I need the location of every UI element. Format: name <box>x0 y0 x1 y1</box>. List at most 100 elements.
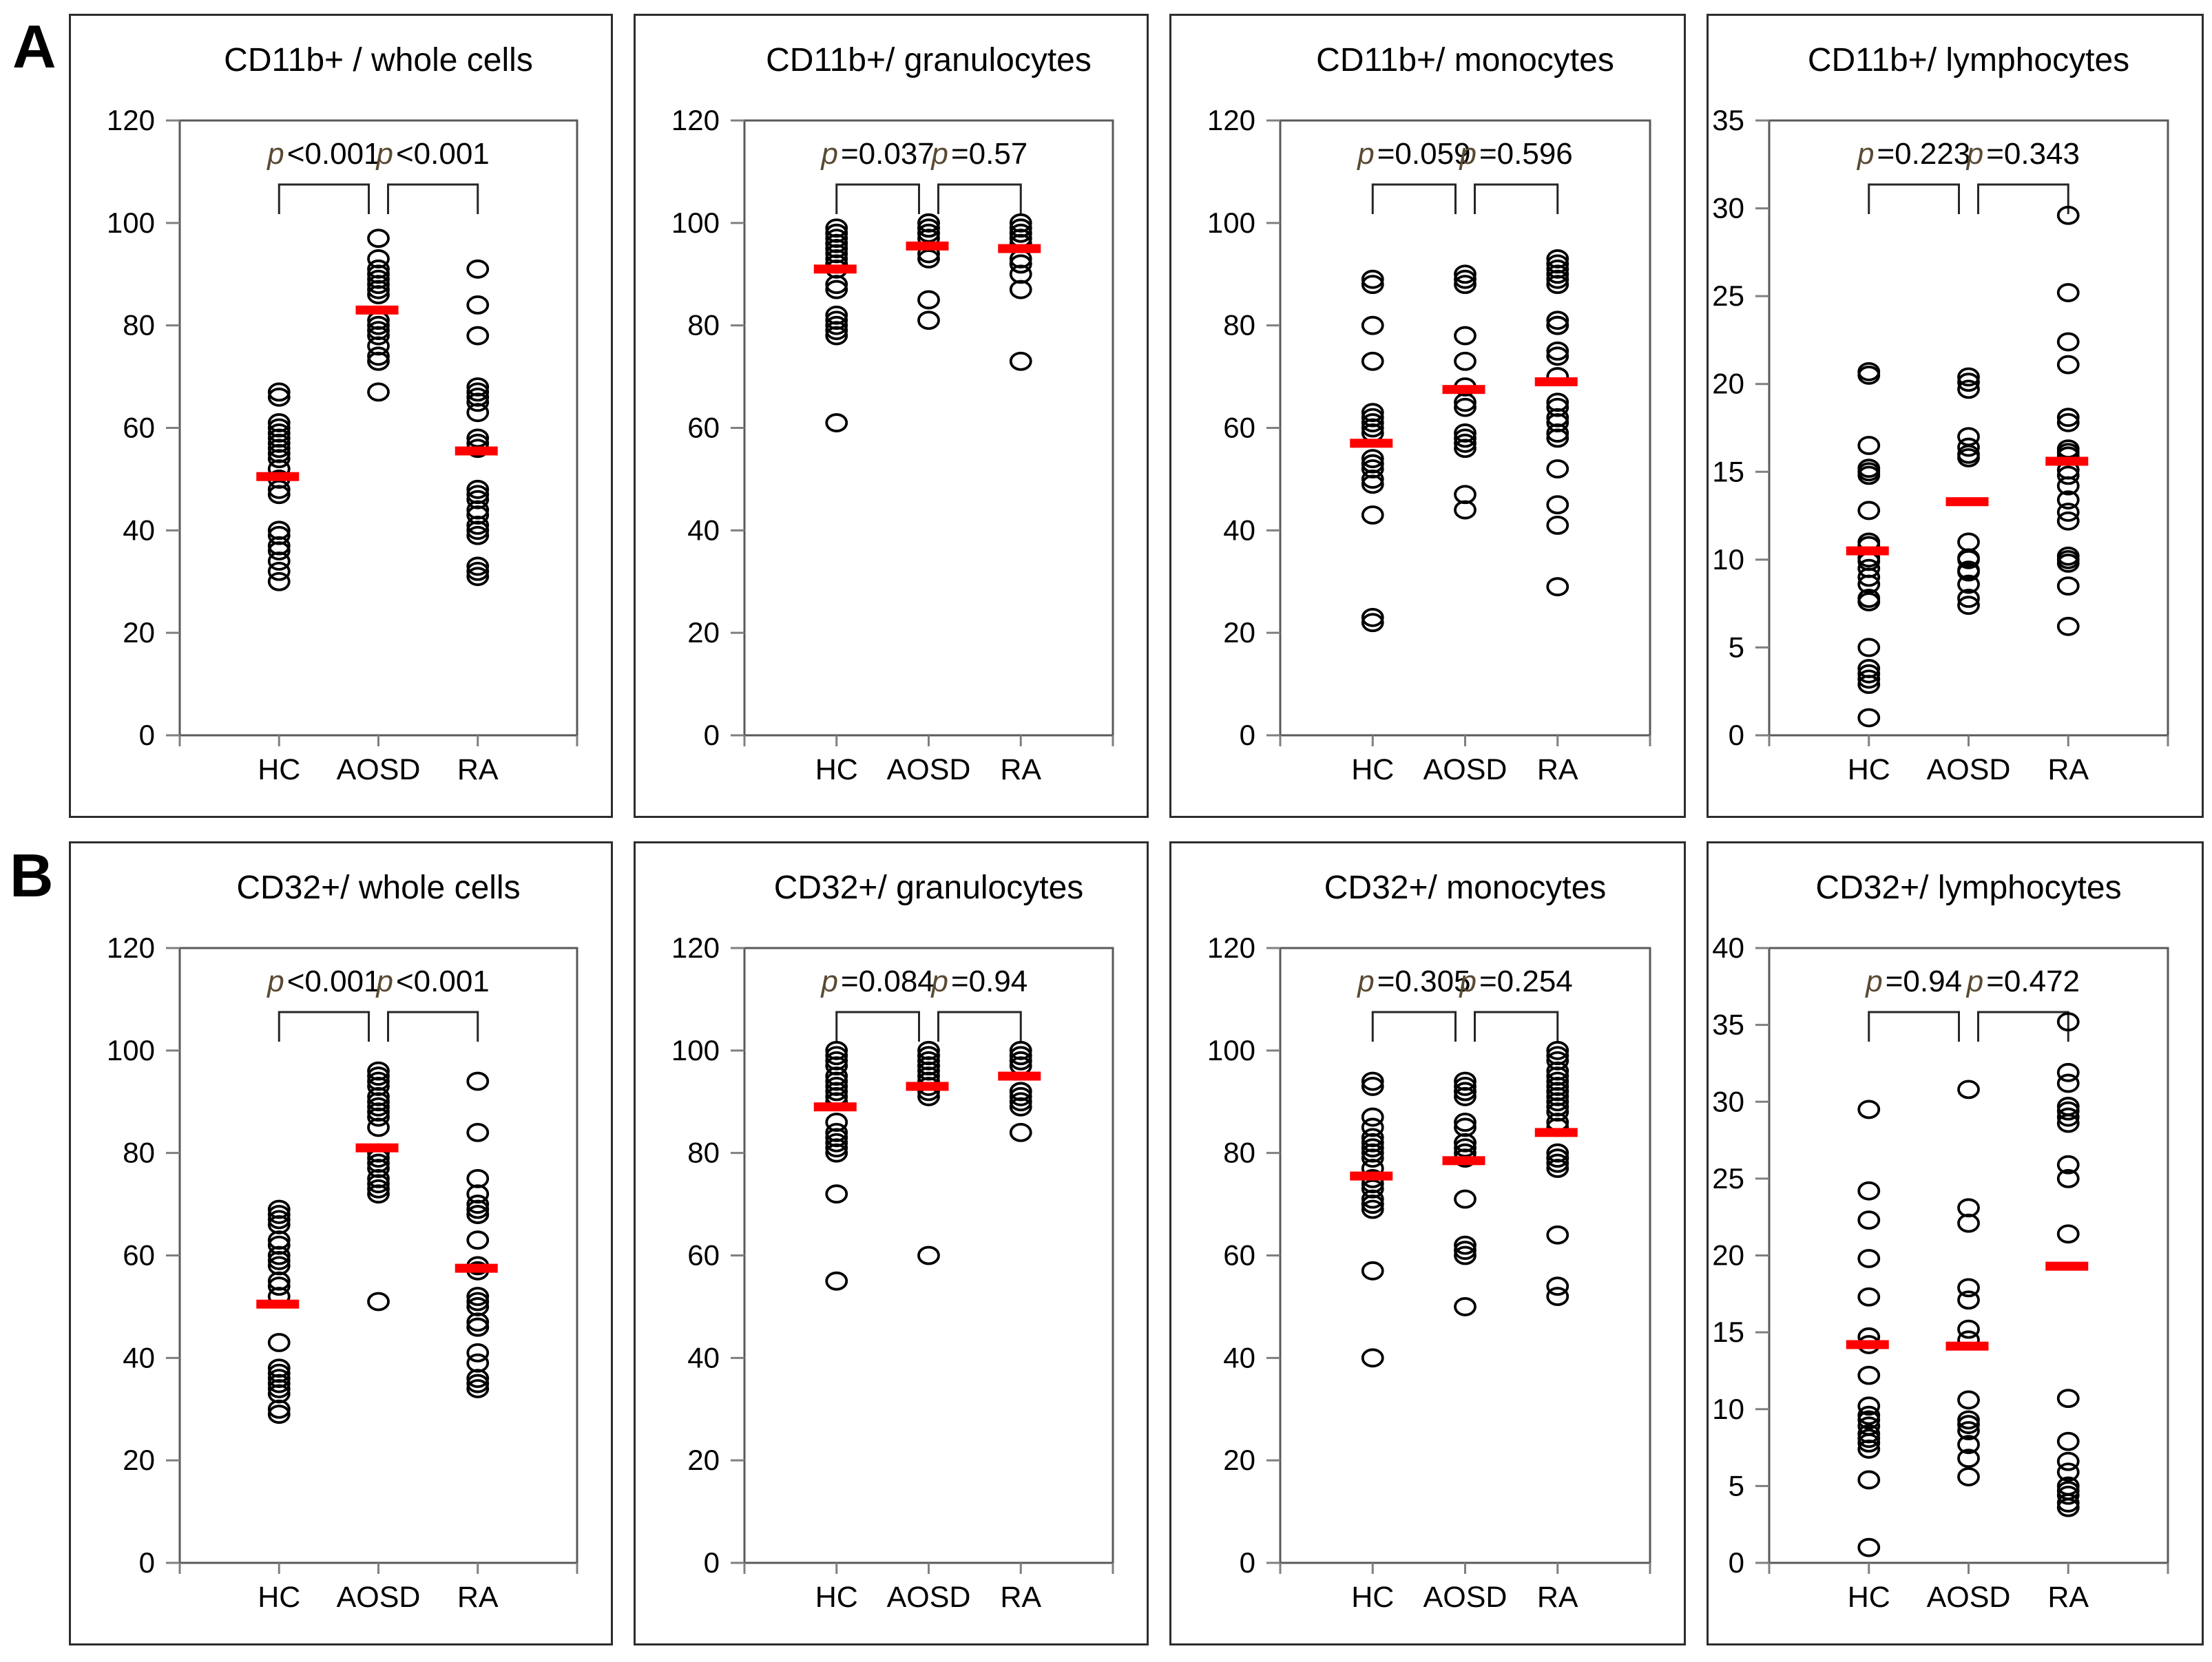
data-point-circle <box>466 1353 490 1373</box>
data-point-circle <box>1957 1421 1980 1440</box>
scatter-plot: CD32+/ lymphocytes 0 5 10 15 20 25 30 35 40 HC AOSD… <box>1712 870 2169 1614</box>
chart-panel: CD32+/ whole cells 0 20 40 60 80 100 120 HC AOSD R… <box>69 841 613 1645</box>
data-point-circle <box>2056 1462 2080 1482</box>
data-point-circle <box>367 1107 390 1127</box>
x-group-label: AOSD <box>1927 1581 2011 1614</box>
y-tick-label: 15 <box>1712 1316 1744 1348</box>
median-bar <box>455 446 498 456</box>
data-point-circle <box>466 556 490 576</box>
data-point-circle <box>2056 1113 2080 1133</box>
data-point-circle <box>1361 275 1384 295</box>
median-bar <box>355 305 399 315</box>
data-point-circle <box>367 229 390 249</box>
scatter-plot: CD32+/ whole cells 0 20 40 60 80 100 120 HC AOSD R… <box>107 870 578 1614</box>
median-bar <box>1442 1156 1485 1166</box>
data-point-circle <box>367 280 390 299</box>
y-tick-label: 100 <box>671 1034 720 1066</box>
data-point-circle <box>1957 1290 1980 1310</box>
data-point-circle <box>267 387 291 407</box>
data-point-circle <box>267 1276 291 1296</box>
y-tick-label: 20 <box>1223 1444 1255 1476</box>
significance-bracket <box>1977 1011 2069 1042</box>
chart-panel: CD11b+/ lymphocytes 0 5 10 15 20 25 30 35 HC AOSD R… <box>1707 14 2204 818</box>
data-point-circle <box>1857 1210 1881 1230</box>
y-tick-label: 60 <box>687 1239 720 1272</box>
y-tick-label: 60 <box>1223 412 1255 444</box>
data-point-circle <box>1857 1396 1881 1416</box>
data-point-circle <box>1454 1077 1477 1096</box>
chart-title: CD32+/ whole cells <box>236 870 520 906</box>
data-point-circle <box>466 1199 490 1219</box>
data-point-circle <box>1857 592 1881 611</box>
significance-bracket <box>1474 183 1559 214</box>
median-bar <box>355 1143 399 1153</box>
y-tick-label: 0 <box>704 1546 720 1579</box>
data-point-circle <box>2056 1493 2080 1513</box>
x-group-label: HC <box>258 1581 300 1614</box>
data-point-circle <box>1857 1365 1881 1385</box>
data-point-circle <box>1009 1097 1032 1117</box>
data-point-circle <box>1857 1433 1881 1453</box>
p-value-label: p=0.305 <box>1356 965 1470 998</box>
data-point-circle <box>1957 1278 1980 1298</box>
median-bar <box>1442 385 1485 395</box>
data-point-circle <box>917 290 940 310</box>
data-point-circle <box>1454 500 1477 520</box>
x-group-label: AOSD <box>337 1581 421 1614</box>
data-point-circle <box>267 551 291 571</box>
y-tick-label: 60 <box>123 1239 155 1272</box>
y-tick-label: 80 <box>687 309 720 341</box>
y-tick-label: 40 <box>1223 1341 1255 1374</box>
x-group-label: RA <box>457 1581 499 1614</box>
data-point-circle <box>367 351 390 371</box>
chart-title: CD11b+/ granulocytes <box>766 42 1092 78</box>
significance-bracket <box>1371 183 1457 214</box>
data-point-circle <box>825 1082 848 1102</box>
data-point-circle <box>2056 1107 2080 1127</box>
data-point-circle <box>825 1143 848 1163</box>
data-point-circle <box>1546 346 1569 366</box>
significance-bracket <box>1474 1011 1559 1042</box>
x-group-label: HC <box>1848 753 1890 786</box>
p-value-label: p=0.059 <box>1356 137 1470 171</box>
y-tick-label: 0 <box>1240 1546 1255 1579</box>
y-tick-label: 120 <box>107 932 155 964</box>
y-tick-label: 0 <box>1240 719 1255 751</box>
data-point-circle <box>1546 1276 1569 1296</box>
data-point-circle <box>1454 397 1477 417</box>
data-point-circle <box>2056 205 2080 225</box>
data-point-circle <box>267 479 291 499</box>
median-bar <box>2045 456 2089 466</box>
x-group-label: RA <box>2047 753 2089 786</box>
data-point-circle <box>917 249 940 269</box>
data-point-circle <box>466 403 490 423</box>
y-tick-label: 120 <box>1207 932 1255 964</box>
significance-bracket <box>937 183 1022 214</box>
y-tick-label: 40 <box>1712 932 1744 964</box>
data-point-circle <box>1957 1415 1980 1434</box>
data-point-circle <box>825 1138 848 1158</box>
y-tick-label: 20 <box>1223 616 1255 649</box>
data-point-circle <box>466 1287 490 1306</box>
y-tick-label: 35 <box>1712 104 1744 136</box>
data-point-circle <box>1957 367 1980 387</box>
data-point-circle <box>1454 1082 1477 1102</box>
data-point-circle <box>267 1205 291 1224</box>
data-point-circle <box>1454 1235 1477 1255</box>
data-point-circle <box>1957 574 1980 594</box>
data-point-circle <box>1361 1138 1384 1158</box>
data-point-circle <box>367 1066 390 1086</box>
data-point-circle <box>1857 675 1881 694</box>
data-point-circle <box>1361 315 1384 335</box>
plot-frame <box>1279 947 1651 1564</box>
y-tick-label: 10 <box>1712 543 1744 576</box>
data-point-circle <box>367 382 390 402</box>
data-point-circle <box>2056 490 2080 510</box>
data-point-circle <box>1454 264 1477 284</box>
chart-panel: CD32+/ lymphocytes 0 5 10 15 20 25 30 35 40 HC AOSD… <box>1707 841 2204 1645</box>
y-tick-label: 20 <box>687 1444 720 1476</box>
data-point-circle <box>1454 1245 1477 1265</box>
data-point-circle <box>267 1251 291 1270</box>
p-value-label: p<0.001 <box>266 965 380 998</box>
median-bar <box>1846 546 1889 556</box>
